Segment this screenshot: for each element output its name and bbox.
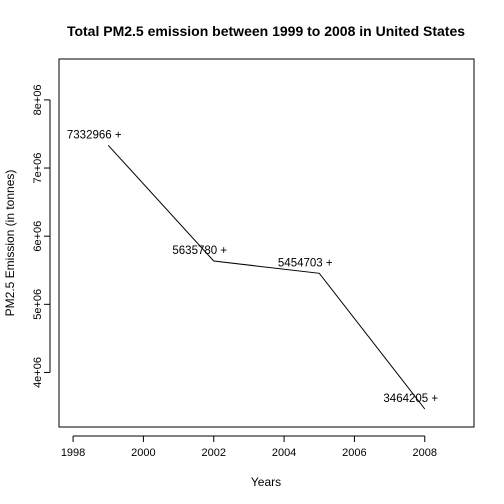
x-tick-label: 2002 (202, 447, 226, 459)
data-label: 7332966 + (67, 129, 122, 141)
data-label: 5635780 + (172, 245, 227, 257)
y-tick-label: 8e+06 (32, 84, 44, 115)
y-tick-label: 6e+06 (32, 221, 44, 252)
x-tick-label: 2004 (272, 447, 296, 459)
x-tick-label: 1998 (61, 447, 85, 459)
x-axis-label: Years (251, 475, 281, 489)
y-axis: 4e+06 5e+06 6e+06 7e+06 8e+06 (32, 84, 51, 388)
x-tick-label: 2008 (413, 447, 437, 459)
x-tick-label: 2000 (131, 447, 155, 459)
y-tick-label: 5e+06 (32, 289, 44, 320)
emission-line (107, 144, 426, 410)
y-tick-label: 4e+06 (32, 357, 44, 388)
chart-title: Total PM2.5 emission between 1999 to 200… (67, 23, 465, 39)
data-labels: 7332966 + 5635780 + 5454703 + 3464205 + (67, 129, 438, 405)
y-axis-label: PM2.5 Emission (in tonnes) (3, 170, 17, 317)
plot-frame (58, 58, 475, 428)
series-emissions (107, 144, 426, 410)
x-tick-label: 2006 (342, 447, 366, 459)
x-axis: 1998 2000 2002 2004 2006 2008 (61, 435, 437, 459)
data-label: 3464205 + (383, 393, 438, 405)
data-label: 5454703 + (278, 257, 333, 269)
y-tick-label: 7e+06 (32, 153, 44, 184)
